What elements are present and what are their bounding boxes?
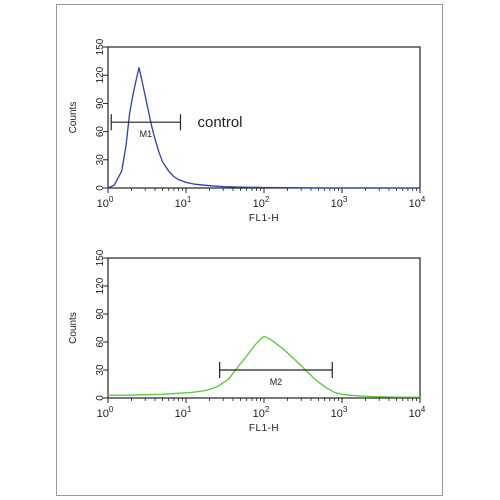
y-tick-label: 30 <box>95 364 106 376</box>
data-point <box>168 170 169 172</box>
data-point <box>355 395 357 396</box>
y-axis-label: Counts <box>68 312 79 344</box>
data-point <box>107 187 109 189</box>
data-point <box>162 161 163 162</box>
y-tick-label: 60 <box>95 126 106 138</box>
histogram-line <box>107 67 420 189</box>
data-point <box>158 151 160 153</box>
x-axis-label: FL1-H <box>249 423 279 434</box>
histogram-panel-2: 0 30 60 90 120 150 100 101 102 103 104 Counts <box>68 249 426 420</box>
y-tick-label: 60 <box>95 336 106 348</box>
data-point <box>222 186 224 187</box>
data-point <box>334 392 335 393</box>
data-point <box>205 390 207 391</box>
data-point <box>209 185 210 186</box>
x-tick-label: 100 <box>97 405 114 420</box>
data-point <box>144 394 146 396</box>
x-axis-label: FL1-H <box>249 213 279 224</box>
data-point <box>148 110 149 112</box>
y-axis-label: Counts <box>68 102 79 134</box>
data-point <box>372 396 374 397</box>
data-point <box>162 393 163 395</box>
data-point <box>263 187 265 188</box>
data-point <box>277 344 279 346</box>
x-tick-label: 101 <box>175 195 192 210</box>
x-tick-label: 102 <box>253 195 270 210</box>
x-tick-label: 100 <box>97 195 114 210</box>
data-point <box>135 79 137 81</box>
figure-frame <box>56 4 443 496</box>
data-point <box>268 337 270 339</box>
data-point <box>253 345 255 347</box>
plot-area-border <box>107 257 421 399</box>
data-point <box>154 138 156 140</box>
y-tick-label: 120 <box>95 66 106 83</box>
data-point <box>419 396 421 398</box>
data-point <box>287 187 288 189</box>
data-point <box>178 179 179 180</box>
data-point <box>314 379 316 380</box>
data-point <box>318 187 319 189</box>
control-annotation: control <box>197 114 242 131</box>
data-point <box>341 187 343 189</box>
data-point <box>129 112 131 114</box>
data-point <box>125 145 127 146</box>
data-point <box>144 95 146 97</box>
data-point <box>185 182 187 183</box>
data-point <box>216 386 218 388</box>
histogram-panel-1: 0 30 60 90 120 150 100 101 102 103 104 Counts <box>68 38 426 210</box>
data-point <box>306 370 307 372</box>
data-point <box>290 355 292 357</box>
data-point <box>141 78 142 80</box>
y-tick-label: 90 <box>95 308 106 320</box>
x-tick-label: 104 <box>409 195 426 210</box>
data-point <box>378 187 380 189</box>
y-tick-label: 120 <box>95 277 106 294</box>
data-point <box>138 67 140 68</box>
y-tick-label: 30 <box>95 154 106 166</box>
data-point <box>173 176 175 178</box>
data-point <box>240 186 241 188</box>
data-point <box>236 367 238 369</box>
data-point <box>263 336 265 337</box>
gate-marker-label: M1 <box>140 129 153 139</box>
y-tick-label: 150 <box>95 249 106 266</box>
x-tick-label: 102 <box>253 405 270 420</box>
y-tick-label: 150 <box>95 38 106 55</box>
x-tick-label: 103 <box>331 405 348 420</box>
data-point <box>151 124 152 126</box>
data-point <box>113 184 115 186</box>
y-tick-label: 90 <box>95 97 106 109</box>
x-tick-label: 101 <box>175 405 192 420</box>
data-point <box>178 393 179 394</box>
y-tick-label: 0 <box>95 395 106 401</box>
data-point <box>132 93 134 95</box>
y-tick-label: 0 <box>95 185 106 191</box>
plot-area-border <box>107 46 421 189</box>
data-point <box>228 379 229 380</box>
histogram-line <box>108 335 420 398</box>
data-point <box>419 187 421 189</box>
data-point <box>246 355 247 357</box>
x-tick-label: 104 <box>409 405 426 420</box>
data-point <box>341 393 343 395</box>
x-tick-label: 103 <box>331 195 348 210</box>
data-point <box>194 183 196 185</box>
data-point <box>191 392 193 393</box>
data-point <box>121 170 123 172</box>
gate-marker-label: M2 <box>270 377 283 387</box>
data-point <box>131 394 132 396</box>
data-point <box>283 349 285 350</box>
data-point <box>107 394 109 396</box>
data-point <box>298 363 300 364</box>
data-point <box>260 338 261 340</box>
data-point <box>396 396 397 398</box>
data-point <box>324 386 325 388</box>
data-point <box>272 340 274 342</box>
